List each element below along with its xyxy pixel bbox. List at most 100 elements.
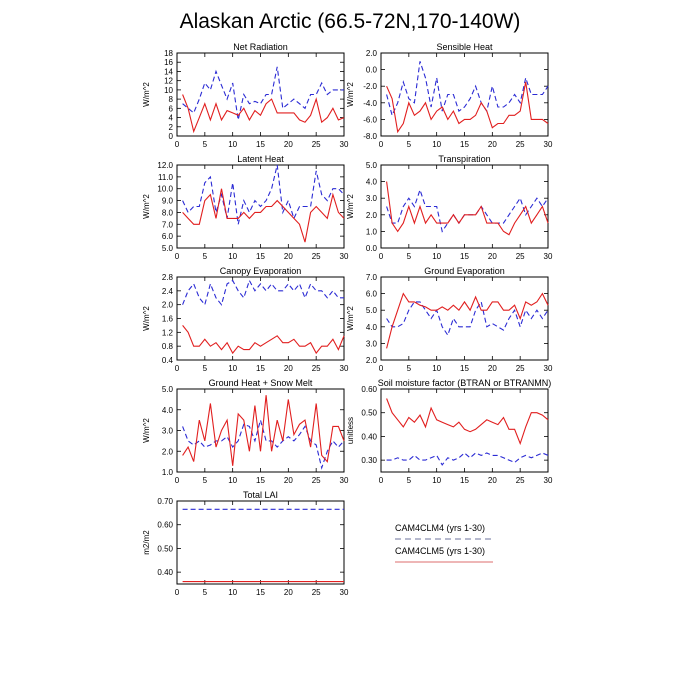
series-line: [386, 181, 549, 236]
x-tick-label: 5: [203, 476, 208, 485]
x-tick-label: 10: [228, 476, 237, 485]
y-axis-label: W/m^2: [142, 418, 151, 443]
y-tick-label: 0.60: [157, 521, 173, 530]
y-tick-label: 0.70: [157, 497, 173, 506]
x-tick-label: 15: [460, 364, 469, 373]
x-tick-label: 5: [407, 476, 412, 485]
x-tick-label: 0: [379, 476, 384, 485]
x-tick-label: 20: [284, 252, 293, 261]
x-tick-label: 0: [175, 588, 180, 597]
y-tick-label: 0: [169, 132, 174, 141]
x-tick-label: 30: [340, 588, 349, 597]
x-tick-label: 20: [488, 252, 497, 261]
y-tick-label: 6: [169, 104, 174, 113]
panel-title: Net Radiation: [233, 42, 288, 52]
x-tick-label: 0: [379, 364, 384, 373]
y-tick-label: 5.0: [366, 306, 378, 315]
y-tick-label: 0.60: [361, 385, 377, 394]
x-tick-label: 5: [203, 364, 208, 373]
panel-title: Total LAI: [243, 490, 278, 500]
x-tick-label: 15: [256, 140, 265, 149]
x-tick-label: 5: [203, 252, 208, 261]
x-tick-label: 25: [312, 588, 321, 597]
plot-frame: [176, 52, 345, 137]
y-tick-label: 5.0: [366, 161, 378, 170]
x-tick-label: 30: [340, 140, 349, 149]
y-tick-label: 3.0: [366, 194, 378, 203]
y-tick-label: 14: [164, 67, 173, 76]
series-line: [386, 61, 549, 117]
series-line: [386, 81, 549, 134]
x-tick-label: 25: [312, 364, 321, 373]
series-line: [182, 188, 345, 243]
legend-label: CAM4CLM5 (yrs 1-30): [395, 546, 485, 556]
x-tick-label: 30: [340, 364, 349, 373]
x-tick-label: 25: [516, 252, 525, 261]
series-line: [386, 300, 549, 337]
series-line: [182, 417, 345, 470]
y-tick-label: 1.0: [366, 227, 378, 236]
y-axis-label: W/m^2: [142, 306, 151, 331]
y-axis-label: W/m^2: [142, 82, 151, 107]
plot-frame: [380, 164, 549, 249]
series-line: [386, 452, 549, 466]
series-line: [182, 164, 345, 225]
y-tick-label: 2.0: [366, 356, 378, 365]
x-tick-label: 10: [228, 364, 237, 373]
panel-title: Latent Heat: [237, 154, 284, 164]
y-tick-label: 9.0: [162, 197, 174, 206]
y-tick-label: 12.0: [157, 161, 173, 170]
y-tick-label: 10: [164, 86, 173, 95]
x-tick-label: 20: [488, 140, 497, 149]
y-tick-label: 0.50: [157, 544, 173, 553]
x-tick-label: 25: [516, 476, 525, 485]
y-tick-label: 0.30: [361, 456, 377, 465]
plot-frame: [176, 500, 345, 585]
y-tick-label: 7.0: [366, 273, 378, 282]
series-line: [182, 66, 344, 121]
y-tick-label: 4.0: [366, 323, 378, 332]
y-tick-label: 2.4: [162, 287, 174, 296]
x-tick-label: 5: [203, 588, 208, 597]
y-tick-label: 8.0: [162, 208, 174, 217]
plot-frame: [176, 276, 345, 361]
x-tick-label: 5: [203, 140, 208, 149]
x-tick-label: 10: [432, 476, 441, 485]
x-tick-label: 15: [256, 588, 265, 597]
y-tick-label: 0.0: [366, 66, 378, 75]
y-axis-label: W/m^2: [346, 306, 355, 331]
y-tick-label: 2.0: [366, 211, 378, 220]
panel-title: Soil moisture factor (BTRAN or BTRANMN): [378, 378, 552, 388]
x-tick-label: 25: [312, 140, 321, 149]
x-tick-label: 30: [544, 364, 553, 373]
y-tick-label: 0.4: [162, 356, 174, 365]
x-tick-label: 30: [544, 252, 553, 261]
panel-title: Ground Heat + Snow Melt: [209, 378, 313, 388]
y-tick-label: 3.0: [366, 339, 378, 348]
x-tick-label: 5: [407, 364, 412, 373]
x-tick-label: 25: [312, 476, 321, 485]
y-tick-label: 2.0: [366, 49, 378, 58]
y-tick-label: -6.0: [363, 115, 377, 124]
x-tick-label: 20: [284, 588, 293, 597]
x-tick-label: 5: [407, 140, 412, 149]
x-tick-label: 30: [544, 476, 553, 485]
panel-title: Sensible Heat: [436, 42, 493, 52]
x-tick-label: 10: [432, 140, 441, 149]
y-tick-label: 3.0: [162, 427, 174, 436]
y-tick-label: 6.0: [162, 232, 174, 241]
y-tick-label: 0.8: [162, 342, 174, 351]
x-tick-label: 10: [228, 588, 237, 597]
series-line: [386, 398, 549, 446]
x-tick-label: 25: [516, 140, 525, 149]
y-axis-label: W/m^2: [346, 82, 355, 107]
x-tick-label: 0: [175, 140, 180, 149]
x-tick-label: 15: [460, 140, 469, 149]
y-tick-label: 0.40: [361, 432, 377, 441]
x-tick-label: 20: [284, 364, 293, 373]
y-axis-label: W/m^2: [346, 194, 355, 219]
y-tick-label: 1.0: [162, 468, 174, 477]
y-tick-label: 0.50: [361, 409, 377, 418]
x-tick-label: 0: [175, 364, 180, 373]
